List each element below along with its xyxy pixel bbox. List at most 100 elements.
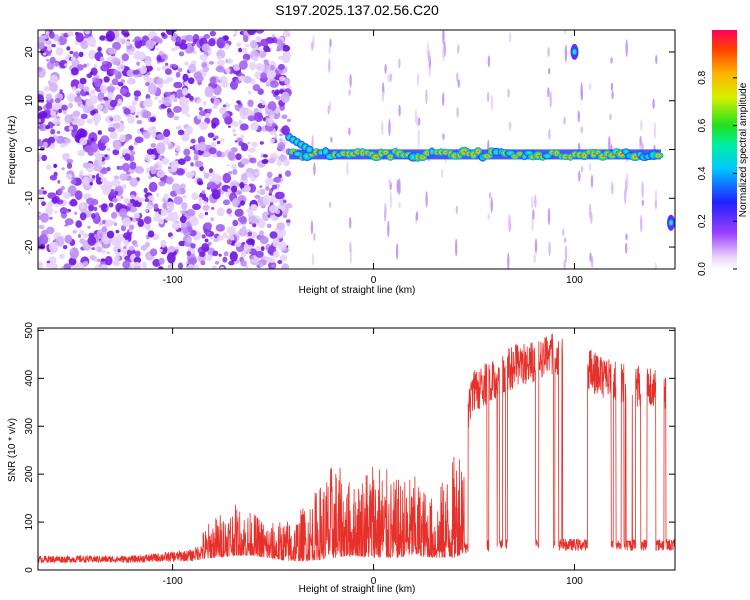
noise-blob <box>45 40 52 45</box>
noise-blob <box>49 82 58 93</box>
noise-blob <box>282 200 287 203</box>
noise-blob <box>38 224 45 230</box>
noise-streak <box>396 179 399 194</box>
noise-blob <box>143 216 152 225</box>
noise-blob <box>191 192 199 201</box>
noise-blob <box>271 34 276 38</box>
noise-blob <box>219 106 226 115</box>
noise-streak <box>532 209 535 221</box>
noise-blob <box>196 115 203 120</box>
noise-blob <box>209 76 217 84</box>
noise-blob <box>281 114 288 120</box>
noise-blob <box>48 136 55 144</box>
noise-blob <box>273 176 281 183</box>
colorbar-tick-label: 0.0 <box>697 262 708 276</box>
snr-frame <box>37 327 676 571</box>
noise-blob <box>213 238 219 243</box>
noise-streak <box>563 116 566 125</box>
noise-blob <box>186 113 191 117</box>
noise-blob <box>177 67 183 73</box>
noise-blob <box>154 96 159 100</box>
noise-blob <box>218 253 222 257</box>
noise-streak <box>428 67 431 77</box>
noise-blob <box>185 125 193 135</box>
noise-blob <box>105 30 116 42</box>
noise-streak <box>487 55 491 68</box>
noise-blob <box>104 255 113 266</box>
noise-blob <box>249 62 256 71</box>
noise-blob <box>234 30 238 34</box>
noise-blob <box>63 191 71 200</box>
noise-streak <box>625 39 628 58</box>
noise-blob <box>156 142 166 155</box>
noise-blob <box>196 98 201 104</box>
noise-blob <box>198 200 202 205</box>
noise-blob <box>62 245 68 250</box>
noise-blob <box>145 81 150 87</box>
noise-blob <box>127 50 134 56</box>
noise-blob <box>233 34 237 37</box>
noise-blob <box>76 64 84 71</box>
noise-blob <box>90 89 96 95</box>
spectrogram-y-axis-label: Frequency (Hz) <box>7 116 18 185</box>
noise-blob <box>260 38 269 47</box>
noise-blob <box>96 104 103 111</box>
noise-blob <box>219 266 225 269</box>
noise-blob <box>103 96 109 101</box>
noise-blob <box>165 216 172 222</box>
noise-blob <box>183 167 188 171</box>
noise-blob <box>112 142 120 149</box>
noise-blob <box>60 186 65 191</box>
noise-blob <box>79 229 85 236</box>
noise-blob <box>46 260 51 264</box>
noise-blob <box>173 115 179 121</box>
noise-streak <box>442 92 445 106</box>
noise-blob <box>99 264 108 269</box>
noise-blob <box>195 160 204 168</box>
noise-streak <box>349 217 352 229</box>
noise-blob <box>67 93 76 103</box>
noise-blob <box>254 112 264 123</box>
noise-blob <box>208 38 216 47</box>
noise-blob <box>227 151 236 161</box>
noise-blob <box>262 211 270 222</box>
noise-blob <box>186 209 196 217</box>
noise-streak <box>563 259 566 269</box>
noise-blob <box>164 68 172 75</box>
noise-blob <box>184 81 189 86</box>
noise-blob <box>249 157 254 163</box>
noise-blob <box>222 104 227 108</box>
noise-blob <box>106 61 113 69</box>
noise-blob <box>178 51 185 57</box>
noise-blob <box>240 200 245 206</box>
noise-blob <box>136 61 141 66</box>
noise-blob <box>163 193 169 201</box>
noise-blob <box>214 260 220 265</box>
noise-blob <box>143 101 148 107</box>
noise-streak <box>578 170 581 182</box>
noise-blob <box>210 142 217 148</box>
noise-blob <box>93 206 98 212</box>
noise-blob <box>207 132 215 138</box>
noise-blob <box>220 191 225 195</box>
noise-blob <box>216 140 221 145</box>
noise-blob <box>80 104 84 109</box>
noise-blob <box>145 60 152 67</box>
noise-blob <box>269 204 279 214</box>
noise-blob <box>152 35 161 44</box>
noise-blob <box>135 166 145 174</box>
noise-streak <box>457 79 460 88</box>
noise-blob <box>209 168 213 174</box>
noise-blob <box>226 239 233 245</box>
noise-streak <box>534 195 537 208</box>
noise-blob <box>237 216 246 223</box>
noise-streak <box>381 120 384 136</box>
noise-blob <box>158 172 163 176</box>
noise-blob <box>121 30 125 35</box>
noise-blob <box>186 236 192 244</box>
noise-blob <box>71 86 77 92</box>
noise-blob <box>50 110 56 117</box>
noise-blob <box>111 78 119 86</box>
noise-streak <box>398 178 401 195</box>
